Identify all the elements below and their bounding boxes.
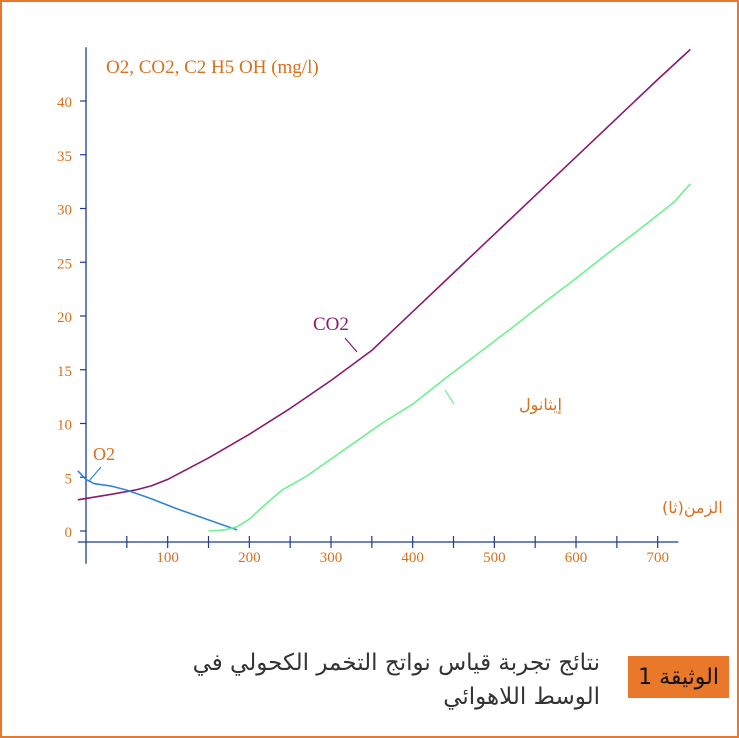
y-tick-label: 0 xyxy=(65,525,73,541)
y-tick-label: 35 xyxy=(57,149,72,165)
x-axis-label: الزمن(ثا) xyxy=(662,498,723,518)
series xyxy=(77,48,691,532)
y-tick-label: 15 xyxy=(57,364,72,380)
axes xyxy=(77,47,679,564)
x-tick-label: 300 xyxy=(320,550,343,566)
o2-annotation-leader xyxy=(88,466,102,482)
document-caption: نتائج تجربة قياس نواتج التخمر الكحولي في… xyxy=(192,650,600,710)
x-tick-label: 700 xyxy=(646,550,669,566)
x-tick-label: 600 xyxy=(565,550,588,566)
y-ticks: 0 5 10 15 20 25 30 35 40 xyxy=(57,95,86,541)
series-line-1 xyxy=(77,48,691,501)
y-tick-label: 40 xyxy=(57,95,72,111)
series-line-3 xyxy=(208,183,691,532)
y-tick-label: 20 xyxy=(57,310,72,326)
co2-annotation-leader xyxy=(344,337,358,353)
ethanol-annotation-leader xyxy=(444,389,455,405)
y-tick-label: 10 xyxy=(57,418,72,434)
x-ticks: 100 200 300 400 500 600 700 xyxy=(126,536,669,566)
y-tick-label: 25 xyxy=(57,256,72,272)
ethanol-annotation: إيثانول xyxy=(519,395,562,415)
x-tick-label: 100 xyxy=(156,550,179,566)
document-badge: الوثيقة 1 xyxy=(628,656,729,698)
y-axis-label: O2, CO2, C2 H5 OH (mg/l) xyxy=(106,57,319,78)
x-tick-label: 400 xyxy=(401,550,424,566)
o2-annotation: O2 xyxy=(93,444,115,464)
x-tick-label: 500 xyxy=(483,550,506,566)
x-tick-label: 200 xyxy=(238,550,261,566)
y-tick-label: 30 xyxy=(57,203,72,219)
chart: 0 5 10 15 20 25 30 35 40 100 200 300 400 500 600 700 O… xyxy=(57,47,723,566)
co2-annotation: CO2 xyxy=(313,314,349,335)
y-tick-label: 5 xyxy=(65,471,73,487)
co2-annotation-text: CO2 xyxy=(313,314,349,335)
series-line-2 xyxy=(77,470,238,531)
